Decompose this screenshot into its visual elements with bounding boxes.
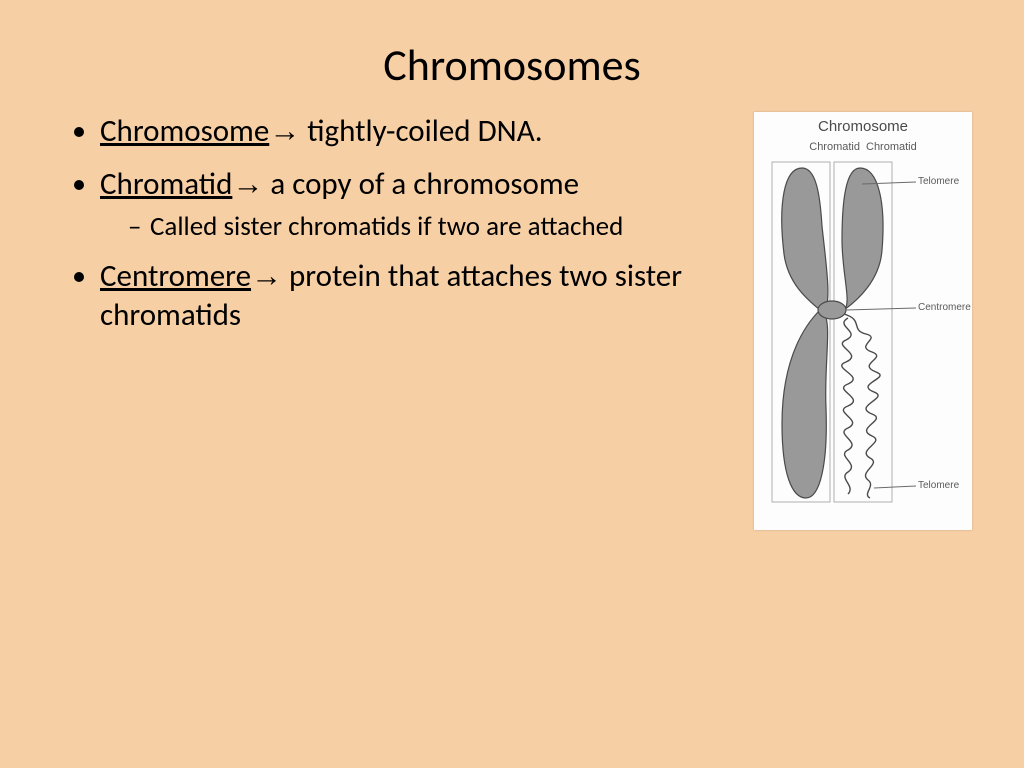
bullet-chromatid: Chromatid→ a copy of a chromosome Called… bbox=[100, 165, 734, 244]
bullet-centromere: Centromere→ protein that attaches two si… bbox=[100, 257, 734, 335]
sub-sister-chromatids: Called sister chromatids if two are atta… bbox=[128, 210, 734, 244]
diagram-column: Chromosome Chromatid Chromatid bbox=[754, 112, 984, 530]
term-centromere: Centromere bbox=[100, 257, 251, 295]
chromatid-label-right: Chromatid bbox=[866, 141, 917, 153]
term-chromosome: Chromosome bbox=[100, 112, 269, 150]
diagram-title: Chromosome bbox=[754, 112, 972, 135]
diagram-svg: Telomere Centromere Telomere bbox=[754, 154, 972, 530]
def-chromosome: tightly-coiled DNA. bbox=[300, 112, 542, 150]
chromosome-diagram: Chromosome Chromatid Chromatid bbox=[754, 112, 972, 530]
label-telomere-top: Telomere bbox=[918, 176, 959, 187]
arrow-icon: → bbox=[269, 113, 300, 148]
label-centromere: Centromere bbox=[918, 302, 971, 313]
bullet-chromosome: Chromosome→ tightly-coiled DNA. bbox=[100, 112, 734, 151]
arrow-icon: → bbox=[251, 258, 282, 293]
bullet-list: Chromosome→ tightly-coiled DNA. Chromati… bbox=[70, 112, 734, 335]
diagram-chromatid-labels: Chromatid Chromatid bbox=[754, 141, 972, 153]
arrow-icon: → bbox=[232, 166, 263, 201]
label-telomere-bottom: Telomere bbox=[918, 480, 959, 491]
def-chromatid: a copy of a chromosome bbox=[263, 165, 579, 203]
chromatid-label-left: Chromatid bbox=[809, 141, 860, 153]
term-chromatid: Chromatid bbox=[100, 165, 232, 203]
text-column: Chromosome→ tightly-coiled DNA. Chromati… bbox=[70, 112, 754, 530]
content-area: Chromosome→ tightly-coiled DNA. Chromati… bbox=[0, 112, 1024, 530]
sub-list: Called sister chromatids if two are atta… bbox=[100, 210, 734, 244]
slide-title: Chromosomes bbox=[0, 0, 1024, 112]
